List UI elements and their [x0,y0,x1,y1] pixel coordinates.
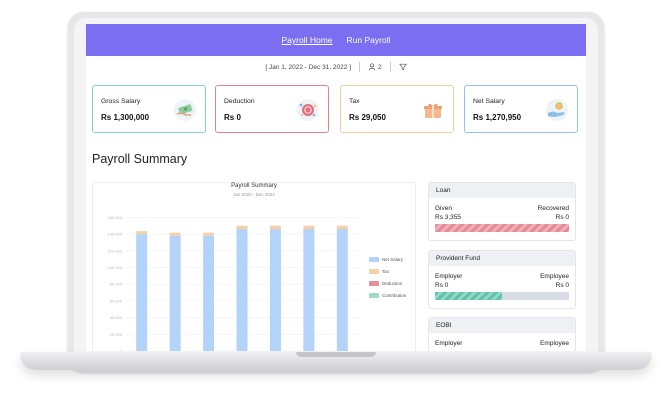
legend-swatch [369,280,379,286]
gift-box-icon [424,103,442,118]
legend-swatch [369,292,379,298]
bar-segment-net-salary[interactable] [269,229,281,351]
card-value: Rs 1,300,000 [101,113,150,122]
eobi-title: EOBI [429,318,575,333]
date-range-filter[interactable]: [ Jan 1, 2022 - Dec 31, 2022 ] [265,64,351,71]
y-tick-label: 40,000 [110,315,123,320]
chart-title: Payroll Summary [231,183,277,189]
legend-item[interactable]: Deduction [369,277,406,289]
pf-labels-row: Employer Employee [429,273,575,280]
legend-item[interactable]: Contribution [369,289,406,301]
eobi-employee-label: Employee [540,340,569,347]
y-tick-label: 120,000 [108,248,123,253]
y-tick-label: 20,000 [110,332,123,337]
bar-segment-tax[interactable] [336,225,348,230]
eobi-labels-row: Employer Employee [429,340,575,347]
card-gross-salary[interactable]: Gross Salary Rs 1,300,000 [92,85,206,133]
legend-swatch [369,268,379,274]
legend-label: Contribution [382,292,407,298]
laptop-base [20,352,652,370]
bar-segment-net-salary[interactable] [203,235,215,351]
loan-given-value: Rs 3,355 [435,214,462,221]
legend-swatch [369,256,379,262]
bar-segment-net-salary[interactable] [336,229,348,351]
card-value: Rs 0 [224,113,241,122]
bar-segment-net-salary[interactable] [236,229,248,351]
legend-item[interactable]: Tax [369,265,406,277]
card-tax[interactable]: Tax Rs 29,050 [340,85,454,133]
pf-employer-label: Employer [435,273,463,280]
filter-icon [398,63,407,71]
loan-values-row: Rs 3,355 Rs 0 [429,214,575,221]
legend-label: Deduction [382,280,403,286]
hand-coin-icon [546,99,568,121]
card-value: Rs 29,050 [349,113,386,122]
people-count: 2 [378,63,382,71]
eobi-card: EOBI Employer Employee [428,317,576,351]
loan-recovered-label: Recovered [537,205,569,212]
loan-given-label: Given [435,205,452,212]
y-tick-label: 80,000 [110,282,123,287]
person-icon [368,63,376,71]
filter-divider [359,62,360,72]
loan-progress-fill [435,224,569,232]
chart-legend: Net Salary Tax Deduction Contribution [369,253,406,301]
app-screen: Payroll Home Run Payroll [ Jan 1, 2022 -… [86,24,586,351]
bar-segment-tax[interactable] [303,225,315,230]
pf-progress-fill [435,292,502,300]
bar-segment-net-salary[interactable] [169,235,181,351]
chart-subtitle: Jan 2022 - Dec 2022 [233,192,275,197]
coin-burst-icon [297,99,319,121]
loan-title: Loan [429,183,575,198]
card-title: Tax [349,98,360,105]
loan-card: Loan Given Recovered Rs 3,355 Rs 0 [428,182,576,241]
bar-segment-tax[interactable] [169,232,181,236]
loan-recovered-value: Rs 0 [555,214,569,221]
page-title: Payroll Summary [92,152,188,166]
bar-segment-tax[interactable] [236,225,248,230]
date-range-label: [ Jan 1, 2022 - Dec 31, 2022 ] [265,63,351,71]
payroll-summary-chart: 0 20,000 40,000 60,000 80,000 100,000 120,000 1… [92,182,416,351]
legend-label: Tax [382,268,390,274]
pf-employee-label: Employee [540,273,569,280]
filter-bar: [ Jan 1, 2022 - Dec 31, 2022 ] 2 [86,60,586,74]
eobi-employer-label: Employer [435,340,463,347]
card-title: Gross Salary [101,98,141,105]
top-navigation: Payroll Home Run Payroll [86,24,586,56]
pf-values-row: Rs 0 Rs 0 [429,282,575,289]
card-net-salary[interactable]: Net Salary Rs 1,270,950 [464,85,578,133]
y-tick-label: 140,000 [108,232,123,237]
y-tick-label: 160,000 [108,215,123,220]
people-filter[interactable]: 2 [368,63,382,71]
y-tick-label: 100,000 [108,265,123,270]
pf-employee-value: Rs 0 [555,282,569,289]
laptop-base-notch [296,352,376,357]
bar-segment-tax[interactable] [136,231,148,235]
nav-payroll-home[interactable]: Payroll Home [281,35,333,45]
loan-progress-bar [435,224,569,232]
nav-run-payroll[interactable]: Run Payroll [346,35,391,45]
card-deduction[interactable]: Deduction Rs 0 [215,85,329,133]
pf-employer-value: Rs 0 [435,282,449,289]
y-tick-label: 60,000 [110,298,123,303]
y-tick-label: 0 [120,349,123,352]
bar-segment-net-salary[interactable] [136,234,148,351]
cash-hand-icon [174,99,196,121]
legend-label: Net Salary [382,256,404,262]
bar-segment-tax[interactable] [269,225,281,230]
card-value: Rs 1,270,950 [473,113,522,122]
loan-labels-row: Given Recovered [429,205,575,212]
pf-progress-bar [435,292,569,300]
provident-fund-card: Provident Fund Employer Employee Rs 0 Rs… [428,250,576,309]
legend-item[interactable]: Net Salary [369,253,406,265]
card-title: Deduction [224,98,255,105]
card-title: Net Salary [473,98,505,105]
filter-toggle[interactable] [398,63,407,71]
filter-divider [389,62,391,72]
bar-segment-tax[interactable] [203,232,215,236]
chart-canvas: 0 20,000 40,000 60,000 80,000 100,000 120,000 1… [108,215,359,352]
bar-segment-net-salary[interactable] [303,229,315,351]
provident-fund-title: Provident Fund [429,251,575,266]
